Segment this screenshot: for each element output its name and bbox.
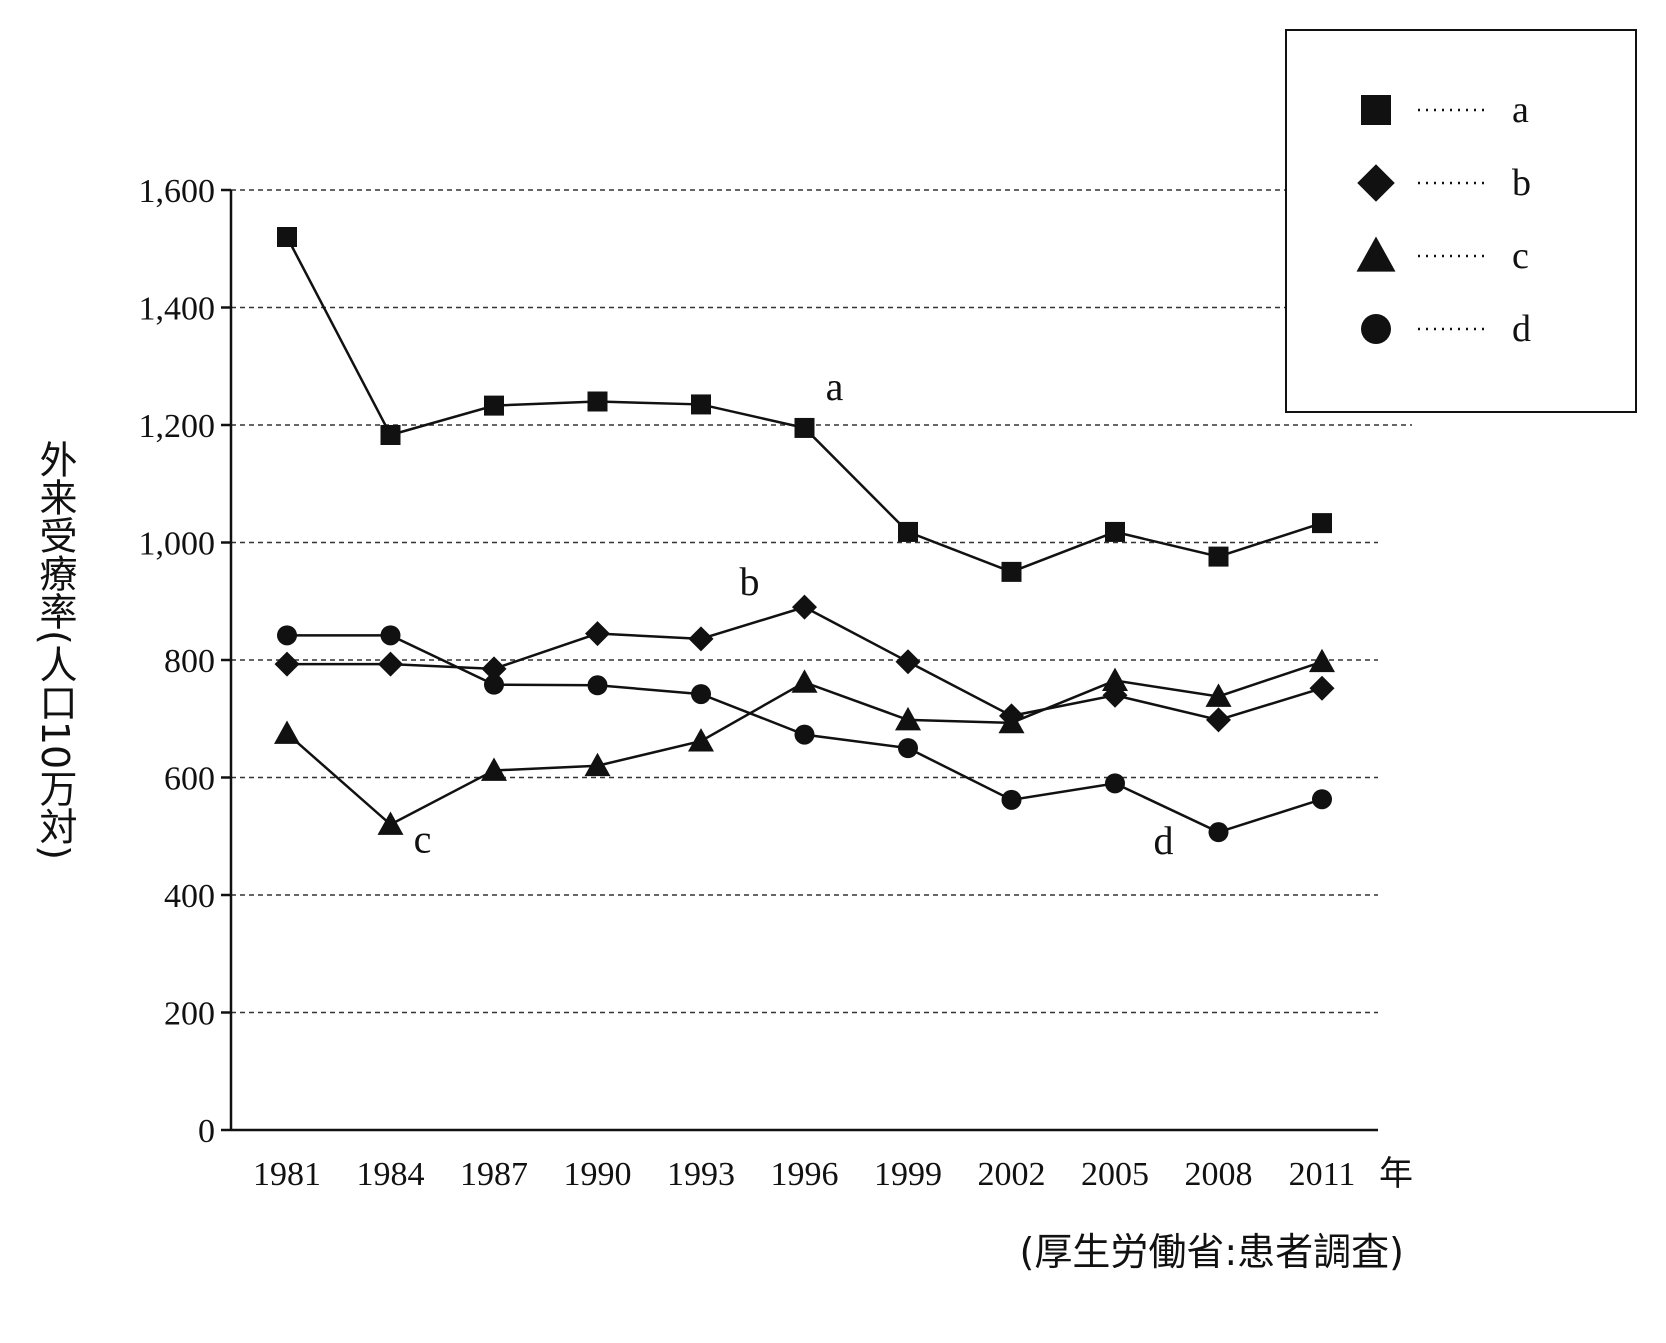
point-b xyxy=(895,649,921,675)
point-b xyxy=(378,651,403,677)
point-d xyxy=(1105,773,1125,794)
point-a xyxy=(277,227,297,247)
legend-entry-c: c xyxy=(1356,235,1529,277)
legend-marker-a xyxy=(1361,95,1391,125)
y-tick-label: 200 xyxy=(164,996,215,1033)
annotation-a: a xyxy=(826,364,844,409)
series-annotations: a b c d xyxy=(414,364,1174,863)
point-b xyxy=(792,594,817,620)
point-b xyxy=(481,656,507,682)
legend-marker-d xyxy=(1361,314,1391,344)
point-b xyxy=(688,626,714,652)
point-d xyxy=(380,625,401,646)
legend-box xyxy=(1285,29,1637,413)
y-tick-labels: 0 200 400 600 800 1,000 1,200 1,400 1,600 xyxy=(139,173,216,1150)
y-tick-label: 1,400 xyxy=(139,291,216,328)
legend-entry-a: a xyxy=(1361,89,1529,131)
point-a xyxy=(1312,513,1332,534)
point-d xyxy=(277,625,297,646)
y-tick-label: 400 xyxy=(164,878,215,915)
point-c xyxy=(377,811,404,835)
series-line-b xyxy=(287,605,1323,722)
point-d xyxy=(1208,822,1229,843)
point-a xyxy=(794,417,815,438)
point-b xyxy=(1309,675,1335,701)
source-note: (厚生労働省:患者調査) xyxy=(1020,1230,1404,1274)
y-tick-label: 1,600 xyxy=(139,173,216,210)
y-tick-label: 0 xyxy=(198,1113,215,1150)
series-markers xyxy=(274,227,1335,843)
point-c xyxy=(1102,667,1128,691)
x-tick-labels: 1981 1984 1987 1990 1993 1996 1999 2002 2005 2008… xyxy=(253,1156,1355,1193)
legend-label-b: b xyxy=(1512,162,1531,204)
x-tick-label: 1990 xyxy=(564,1156,632,1193)
x-tick-label: 1987 xyxy=(460,1156,528,1193)
point-b xyxy=(1206,707,1231,733)
point-a xyxy=(1208,546,1229,567)
legend-entry-b: b xyxy=(1357,162,1531,204)
point-a xyxy=(691,394,711,415)
point-d xyxy=(484,674,504,695)
y-tick-label: 600 xyxy=(164,761,215,798)
x-tick-label: 2002 xyxy=(978,1156,1046,1193)
point-d xyxy=(898,738,918,759)
point-c xyxy=(688,728,714,752)
legend-marker-b xyxy=(1357,164,1395,202)
y-tick-label: 1,000 xyxy=(139,526,216,563)
point-c xyxy=(481,757,507,781)
point-d xyxy=(1001,789,1022,810)
point-c xyxy=(274,720,300,744)
series-line-a xyxy=(285,236,1323,574)
x-tick-label: 2011 xyxy=(1289,1156,1356,1193)
point-a xyxy=(898,521,918,542)
point-b xyxy=(274,651,300,677)
point-d xyxy=(691,684,711,705)
point-c xyxy=(998,709,1025,734)
x-tick-label: 2005 xyxy=(1081,1156,1149,1193)
x-tick-label: 1999 xyxy=(874,1156,942,1193)
point-a xyxy=(484,395,504,416)
y-axis-label: 外来受療率(人口10万対) xyxy=(33,440,77,860)
x-tick-label: 1996 xyxy=(771,1156,839,1193)
annotation-c: c xyxy=(414,817,432,862)
x-tick-label: 2008 xyxy=(1185,1156,1253,1193)
x-tick-label: 1981 xyxy=(253,1156,321,1193)
legend-marker-c xyxy=(1356,236,1396,272)
point-b xyxy=(585,621,610,647)
point-d xyxy=(794,724,815,745)
point-d xyxy=(587,675,608,696)
axes xyxy=(229,190,1378,1132)
point-c xyxy=(584,752,611,777)
point-c xyxy=(895,706,921,731)
annotation-d: d xyxy=(1154,818,1174,863)
point-d xyxy=(1312,789,1332,810)
point-c xyxy=(791,669,818,693)
x-tick-label: 1984 xyxy=(357,1156,425,1193)
point-c xyxy=(1205,683,1232,707)
legend-label-d: d xyxy=(1512,308,1531,350)
legend-label-c: c xyxy=(1512,235,1529,277)
point-a xyxy=(587,391,608,412)
annotation-b: b xyxy=(740,559,760,604)
gridlines xyxy=(221,188,1412,1132)
legend-entry-d: d xyxy=(1361,308,1531,350)
x-axis-unit: 年 xyxy=(1379,1154,1413,1194)
point-a xyxy=(380,424,401,445)
point-c xyxy=(1309,648,1335,673)
y-tick-label: 1,200 xyxy=(139,408,216,445)
y-tick-label: 800 xyxy=(164,643,215,680)
point-a xyxy=(1001,561,1022,582)
x-tick-label: 1993 xyxy=(667,1156,735,1193)
legend-label-a: a xyxy=(1512,89,1529,131)
point-a xyxy=(1105,521,1125,542)
